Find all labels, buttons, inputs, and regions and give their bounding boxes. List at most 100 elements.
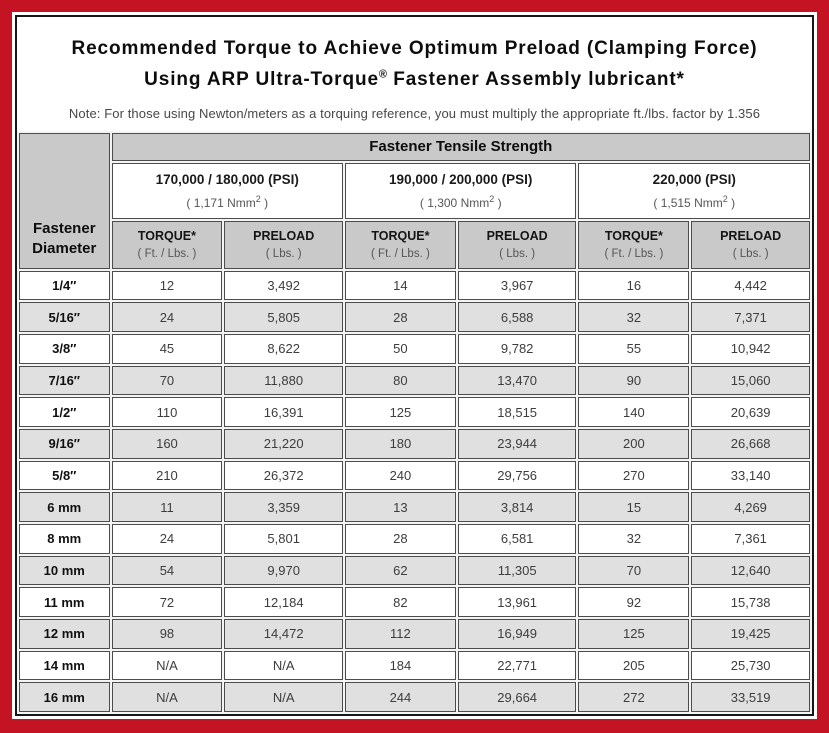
value-cell: 16,949 — [457, 618, 577, 649]
value-cell: 90 — [578, 365, 690, 396]
document: Recommended Torque to Achieve Optimum Pr… — [15, 15, 814, 716]
value-cell: 72 — [111, 587, 223, 617]
fastener-diameter-cell: 1/4″ — [19, 270, 110, 301]
value-cell: 50 — [345, 334, 456, 364]
value-cell: 92 — [578, 587, 690, 617]
fastener-diameter-cell: 7/16″ — [19, 365, 110, 396]
value-cell: 205 — [578, 650, 690, 681]
value-cell: 70 — [578, 555, 690, 586]
title-line-1: Recommended Torque to Achieve Optimum Pr… — [71, 38, 758, 59]
table-row: 1/4″ 12 3,492 14 3,967 16 4,442 — [19, 270, 810, 301]
value-cell: 25,730 — [691, 650, 810, 681]
torque-column-header: TORQUE* ( Ft. / Lbs. ) — [111, 220, 223, 269]
value-cell: 112 — [345, 618, 456, 649]
table-row: 8 mm 24 5,801 28 6,581 32 7,361 — [19, 523, 810, 554]
corner-header-fastener-diameter: Fastener Diameter — [19, 132, 110, 269]
value-cell: 28 — [345, 523, 456, 554]
table-row: 9/16″ 160 21,220 180 23,944 200 26,668 — [19, 428, 810, 459]
value-cell: N/A — [111, 650, 223, 681]
value-cell: 16,391 — [224, 397, 343, 427]
value-cell: 12 — [111, 270, 223, 301]
value-cell: 54 — [111, 555, 223, 586]
value-cell: 29,664 — [457, 682, 577, 712]
value-cell: 26,372 — [224, 460, 343, 491]
table-row: 16 mm N/A N/A 244 29,664 272 33,519 — [19, 682, 810, 712]
table-row: 3/8″ 45 8,622 50 9,782 55 10,942 — [19, 334, 810, 364]
strength-group-header-220: 220,000 (PSI) ( 1,515 Nmm2 ) — [578, 162, 810, 219]
value-cell: 3,492 — [224, 270, 343, 301]
value-cell: 13 — [345, 492, 456, 522]
table-body: 1/4″ 12 3,492 14 3,967 16 4,442 5/16″ 24 5,805 28 6… — [19, 270, 810, 712]
value-cell: 12,184 — [224, 587, 343, 617]
corner-label-line2: Diameter — [32, 240, 97, 258]
torque-column-header: TORQUE* ( Ft. / Lbs. ) — [578, 220, 690, 269]
value-cell: 26,668 — [691, 428, 810, 459]
table-row: 12 mm 98 14,472 112 16,949 125 19,425 — [19, 618, 810, 649]
table-row: 5/16″ 24 5,805 28 6,588 32 7,371 — [19, 302, 810, 332]
value-cell: 210 — [111, 460, 223, 491]
value-cell: 3,967 — [457, 270, 577, 301]
value-cell: N/A — [224, 682, 343, 712]
fastener-diameter-cell: 1/2″ — [19, 397, 110, 427]
table-row: 5/8″ 210 26,372 240 29,756 270 33,140 — [19, 460, 810, 491]
value-cell: 15,738 — [691, 587, 810, 617]
value-cell: 29,756 — [457, 460, 577, 491]
registered-mark: ® — [378, 69, 388, 82]
nmm-label: ( 1,300 Nmm2 ) — [419, 193, 502, 210]
value-cell: 15 — [578, 492, 690, 522]
title-line-2-end: Fastener Assembly lubricant* — [387, 69, 685, 91]
value-cell: 8,622 — [224, 334, 343, 364]
value-cell: 5,805 — [224, 302, 343, 332]
value-cell: 13,961 — [457, 587, 577, 617]
value-cell: 11,305 — [457, 555, 577, 586]
fastener-diameter-cell: 3/8″ — [19, 334, 110, 364]
value-cell: 19,425 — [691, 618, 810, 649]
psi-label: 220,000 (PSI) — [652, 171, 736, 187]
value-cell: 4,442 — [691, 270, 810, 301]
value-cell: 10,942 — [691, 334, 810, 364]
frame-gap: Recommended Torque to Achieve Optimum Pr… — [12, 12, 817, 719]
table-row: 10 mm 54 9,970 62 11,305 70 12,640 — [19, 555, 810, 586]
value-cell: 4,269 — [691, 492, 810, 522]
value-cell: 18,515 — [457, 397, 577, 427]
note-text: Note: For those using Newton/meters as a… — [68, 105, 761, 121]
fastener-diameter-cell: 16 mm — [19, 682, 110, 712]
value-cell: N/A — [224, 650, 343, 681]
value-cell: 33,140 — [691, 460, 810, 491]
table-row: 1/2″ 110 16,391 125 18,515 140 20,639 — [19, 397, 810, 427]
value-cell: 12,640 — [691, 555, 810, 586]
value-cell: 16 — [578, 270, 690, 301]
tensile-strength-header: Fastener Tensile Strength — [111, 132, 810, 161]
value-cell: 24 — [111, 302, 223, 332]
nmm-label: ( 1,515 Nmm2 ) — [653, 193, 736, 210]
value-cell: 184 — [345, 650, 456, 681]
psi-label: 190,000 / 200,000 (PSI) — [389, 171, 533, 187]
strength-group-header-170-180: 170,000 / 180,000 (PSI) ( 1,171 Nmm2 ) — [111, 162, 343, 219]
value-cell: N/A — [111, 682, 223, 712]
value-cell: 82 — [345, 587, 456, 617]
value-cell: 22,771 — [457, 650, 577, 681]
value-cell: 62 — [345, 555, 456, 586]
value-cell: 6,581 — [457, 523, 577, 554]
value-cell: 23,944 — [457, 428, 577, 459]
value-cell: 125 — [345, 397, 456, 427]
fastener-diameter-cell: 8 mm — [19, 523, 110, 554]
fastener-diameter-cell: 11 mm — [19, 587, 110, 617]
title-block: Recommended Torque to Achieve Optimum Pr… — [17, 17, 812, 131]
value-cell: 45 — [111, 334, 223, 364]
preload-column-header: PRELOAD ( Lbs. ) — [224, 220, 343, 269]
value-cell: 7,371 — [691, 302, 810, 332]
torque-column-header: TORQUE* ( Ft. / Lbs. ) — [345, 220, 456, 269]
fastener-diameter-cell: 9/16″ — [19, 428, 110, 459]
value-cell: 270 — [578, 460, 690, 491]
value-cell: 240 — [345, 460, 456, 491]
value-cell: 15,060 — [691, 365, 810, 396]
table-row: 11 mm 72 12,184 82 13,961 92 15,738 — [19, 587, 810, 617]
value-cell: 244 — [345, 682, 456, 712]
value-cell: 98 — [111, 618, 223, 649]
value-cell: 125 — [578, 618, 690, 649]
value-cell: 9,782 — [457, 334, 577, 364]
value-cell: 55 — [578, 334, 690, 364]
value-cell: 33,519 — [691, 682, 810, 712]
